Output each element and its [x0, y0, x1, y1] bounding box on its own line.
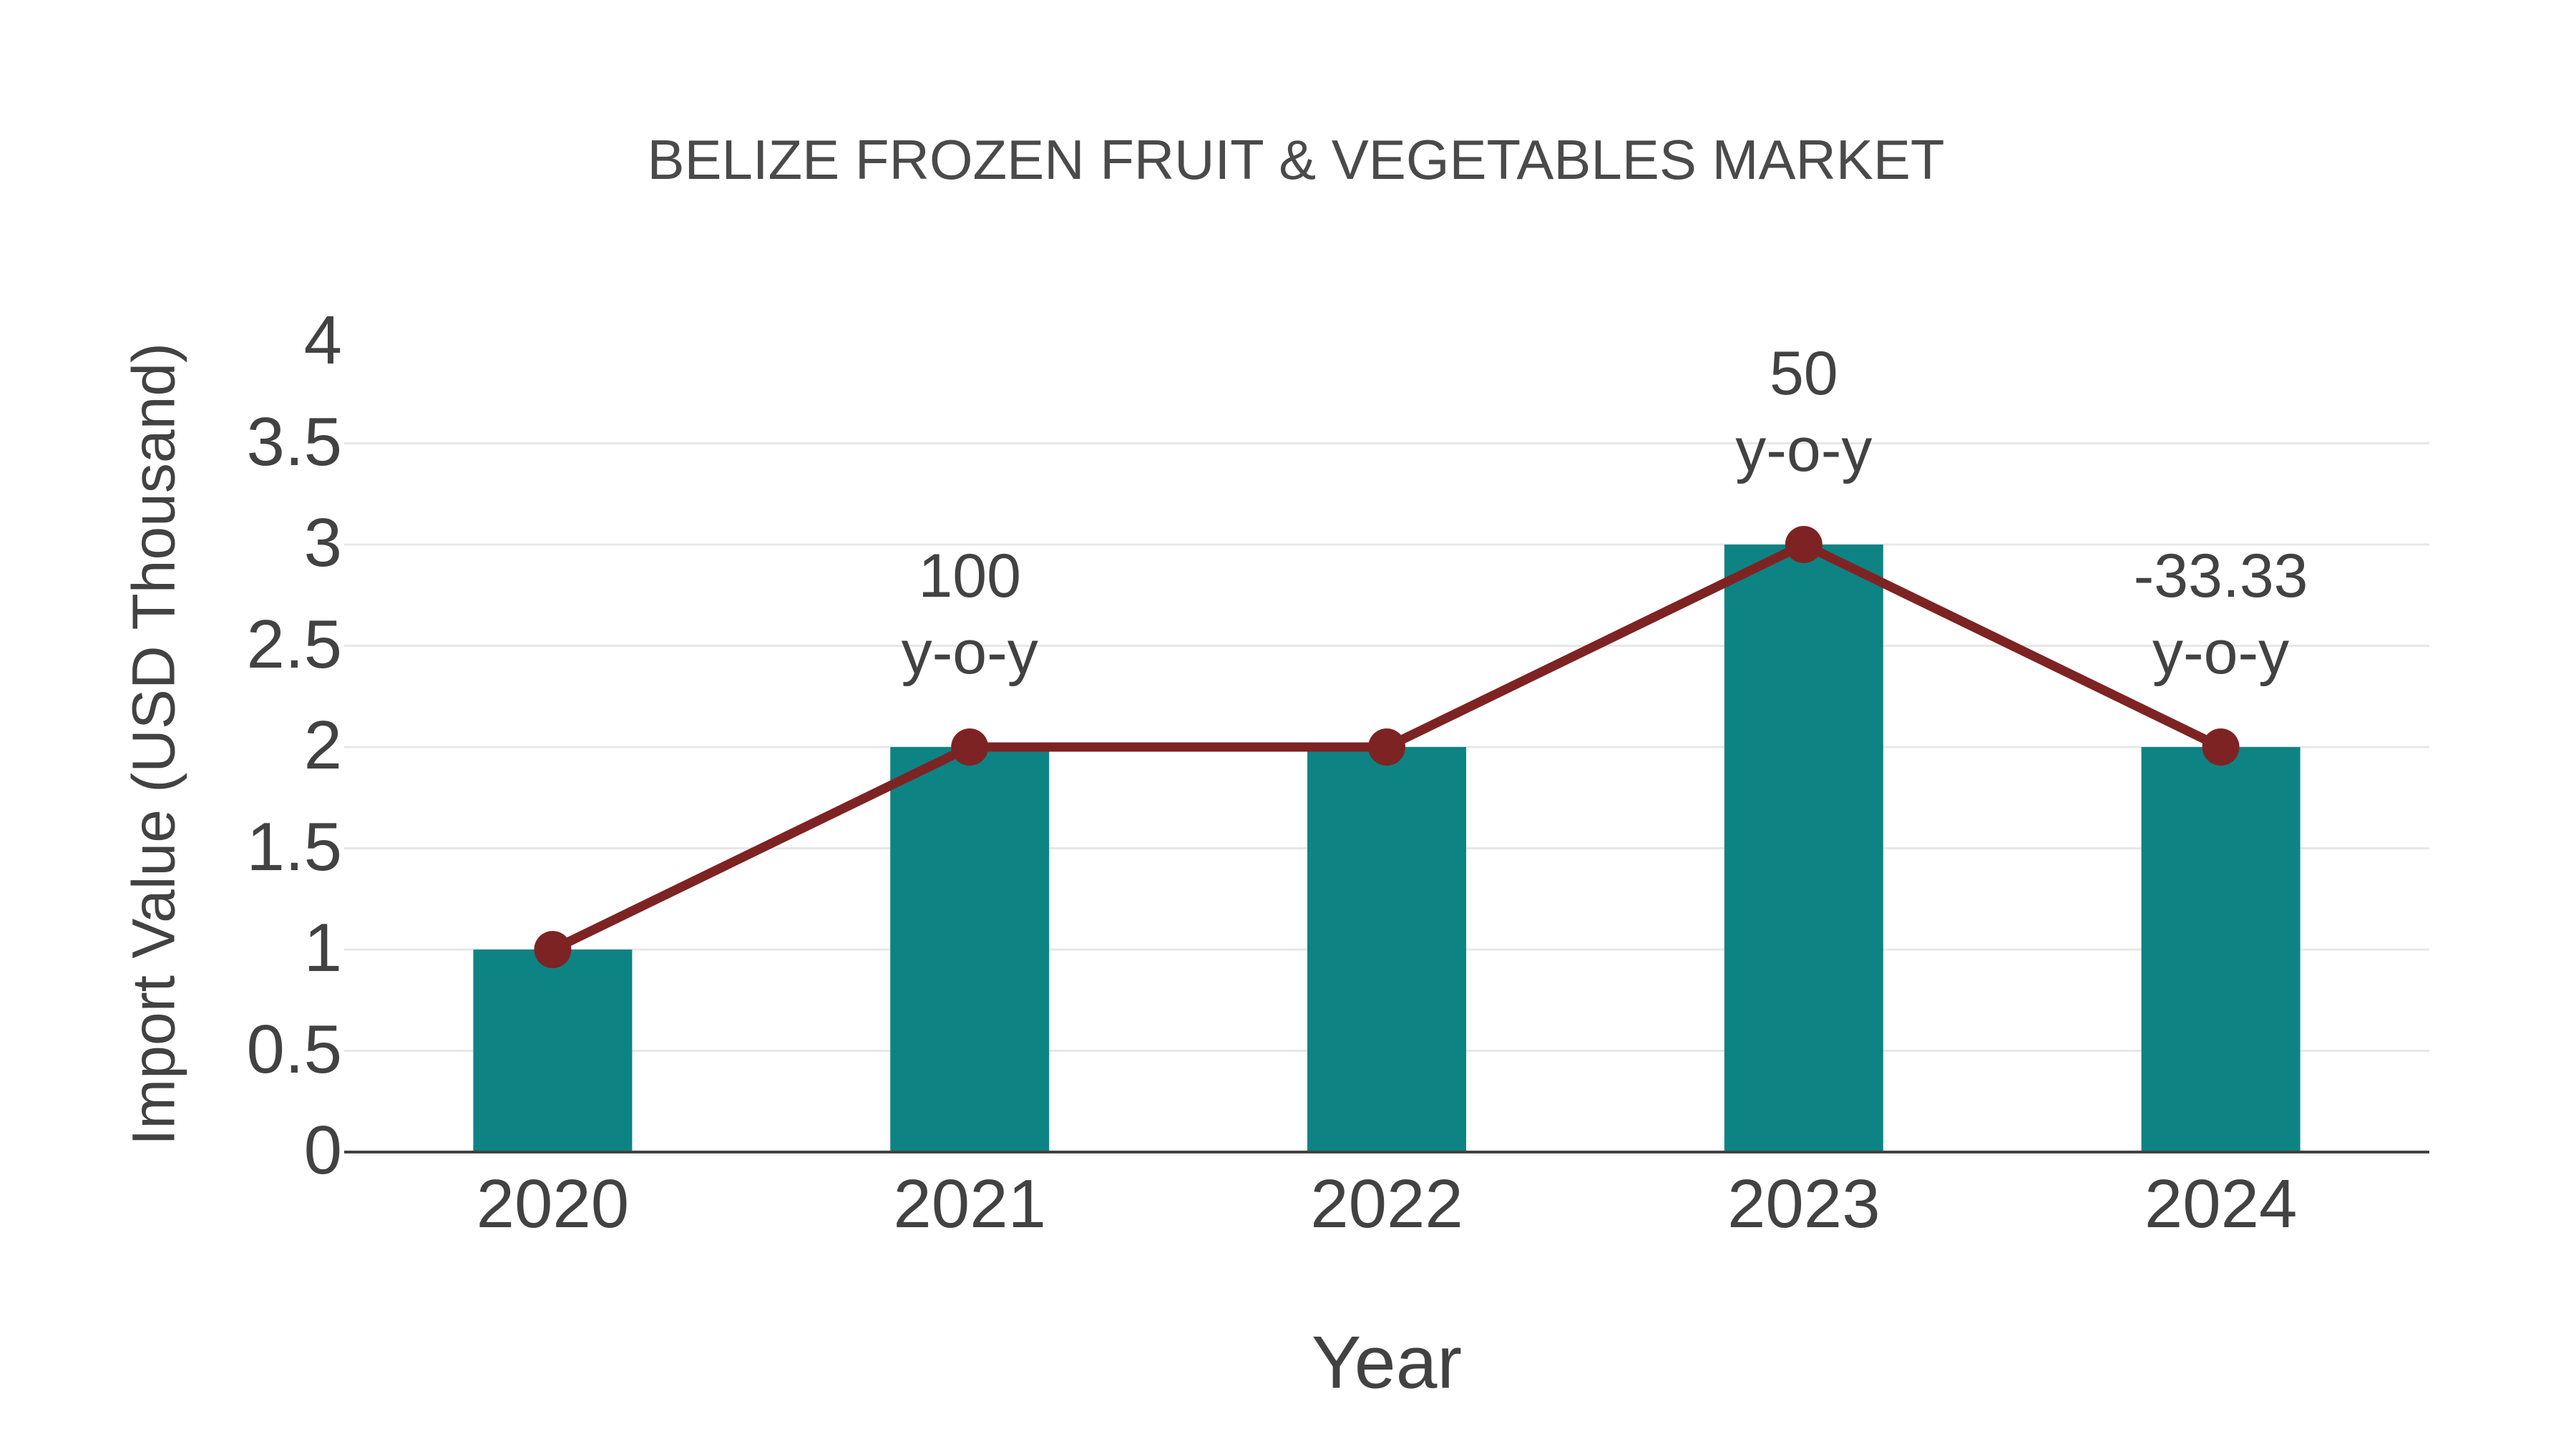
annotation-value-2021: 100 — [918, 542, 1021, 610]
annotation-sublabel-2021: y-o-y — [901, 618, 1038, 687]
x-tick-label-2023: 2023 — [1727, 1166, 1880, 1242]
y-tick-label-1.5: 1.5 — [246, 808, 342, 885]
y-tick-label-1: 1 — [303, 909, 342, 986]
bar-2023 — [1724, 545, 1883, 1152]
bar-2021 — [890, 747, 1050, 1152]
chart-title: BELIZE FROZEN FRUIT & VEGETABLES MARKET — [647, 128, 1945, 191]
y-tick-label-4: 4 — [303, 301, 342, 379]
y-tick-label-0.5: 0.5 — [246, 1010, 342, 1088]
marker-2020 — [534, 931, 572, 968]
annotation-value-2024: -33.33 — [2133, 542, 2308, 610]
x-tick-label-2020: 2020 — [476, 1166, 630, 1242]
x-tick-label-2021: 2021 — [893, 1166, 1046, 1242]
y-tick-label-0: 0 — [303, 1111, 342, 1189]
marker-2022 — [1368, 728, 1405, 766]
annotation-2024: -33.33 y-o-y — [2134, 538, 2308, 691]
x-tick-label-2024: 2024 — [2144, 1166, 2298, 1242]
bar-2022 — [1307, 747, 1466, 1152]
bar-2024 — [2141, 747, 2301, 1152]
annotation-value-2023: 50 — [1769, 339, 1838, 408]
y-tick-label-3.5: 3.5 — [246, 403, 342, 480]
y-tick-label-2.5: 2.5 — [246, 605, 342, 683]
annotation-2021: 100 y-o-y — [902, 538, 1038, 691]
y-tick-label-2: 2 — [303, 706, 342, 784]
bar-2020 — [473, 950, 633, 1152]
x-tick-label-2022: 2022 — [1310, 1166, 1463, 1242]
annotation-sublabel-2024: y-o-y — [2152, 618, 2290, 687]
y-tick-label-3: 3 — [303, 504, 342, 581]
marker-2021 — [951, 728, 989, 766]
annotation-sublabel-2023: y-o-y — [1735, 416, 1873, 484]
marker-2023 — [1785, 526, 1823, 563]
annotation-2023: 50 y-o-y — [1735, 336, 1872, 489]
marker-2024 — [2202, 728, 2240, 766]
x-axis-title: Year — [1311, 1321, 1463, 1405]
